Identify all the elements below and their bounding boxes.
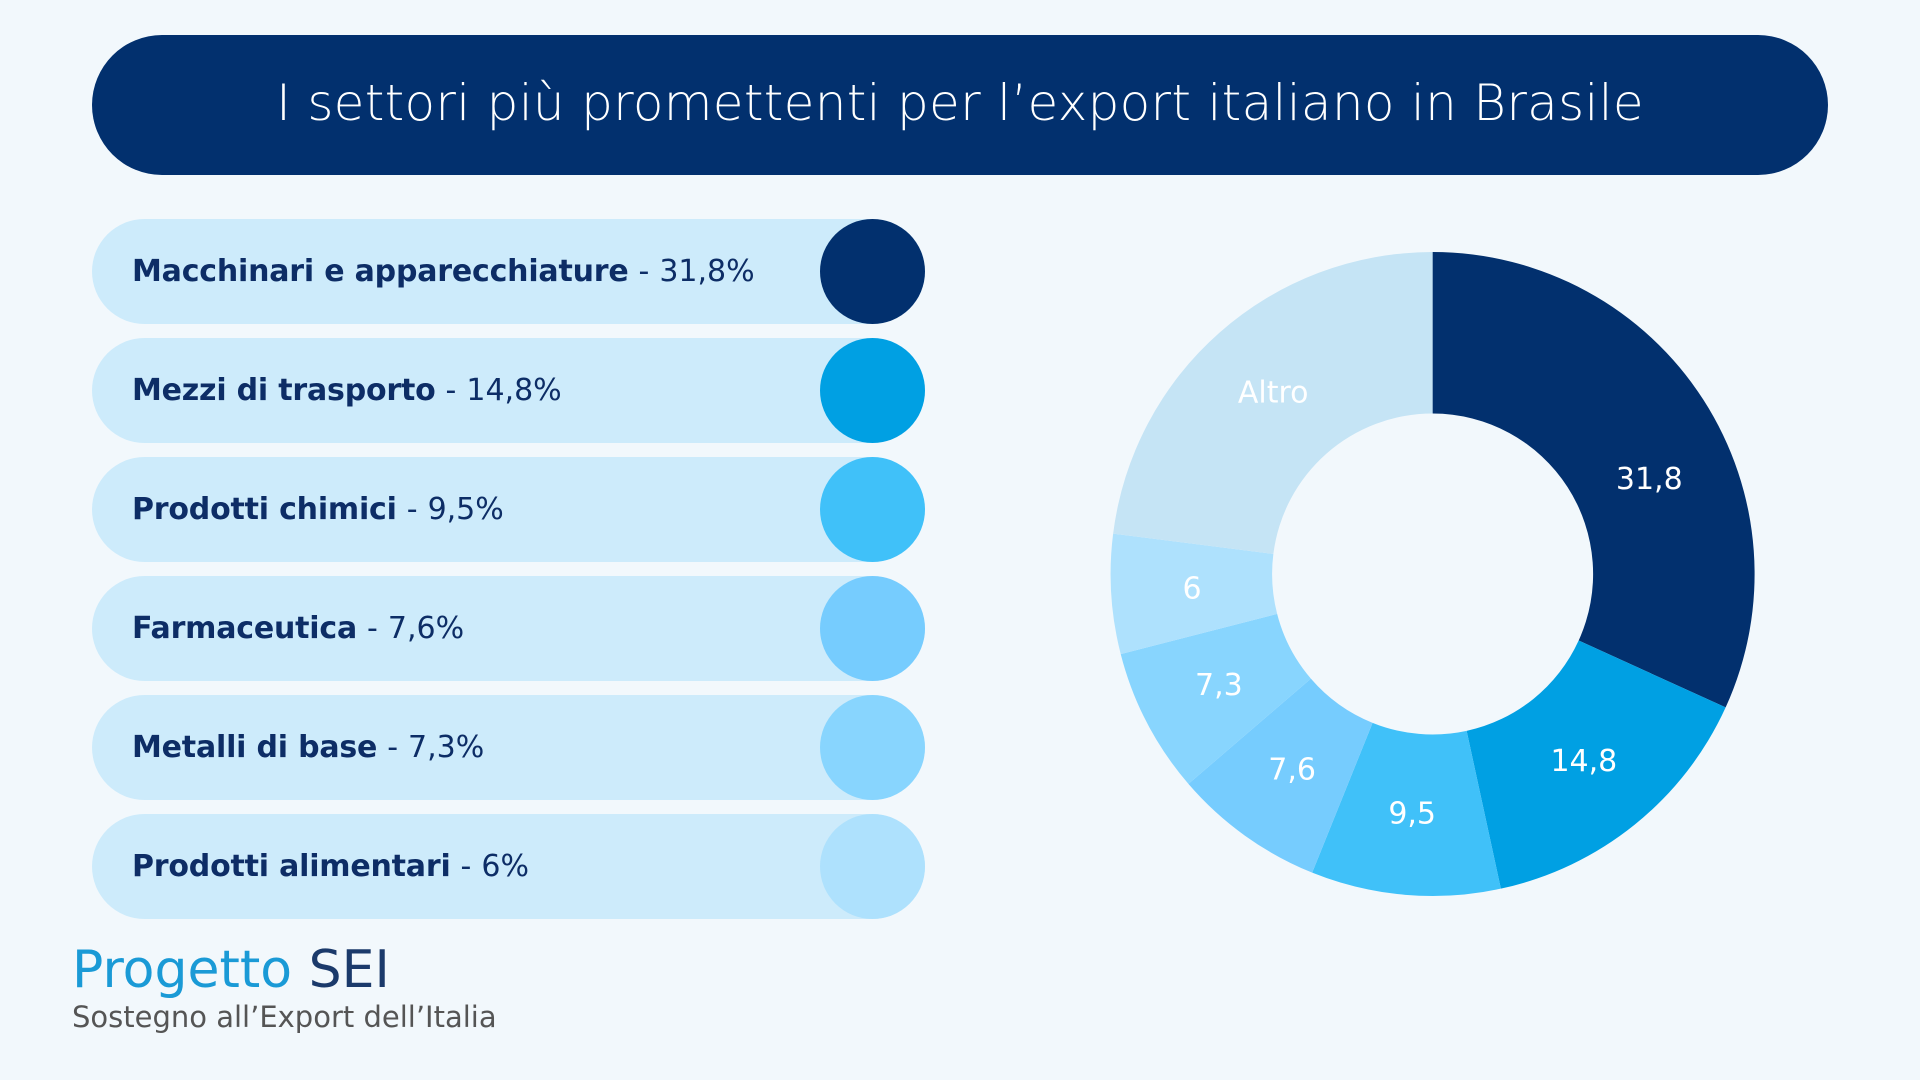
donut-slice-31-8: [1432, 252, 1755, 708]
brand-name-light: Progetto: [72, 940, 293, 1000]
donut-slice-6: [1110, 533, 1278, 655]
legend-item-separator: -: [460, 849, 472, 884]
legend-color-dot: [820, 219, 925, 324]
legend-item: Metalli di base - 7,3%: [92, 695, 925, 800]
donut-slice-altro: [1113, 252, 1433, 554]
donut-slice-9-5: [1312, 722, 1501, 896]
donut-slice-7-6: [1188, 678, 1373, 873]
legend-item-separator: -: [445, 373, 457, 408]
legend-item-separator: -: [638, 254, 650, 289]
legend-item-value: 14,8%: [466, 373, 562, 408]
title-banner: I settori più promettenti per l’export i…: [92, 35, 1828, 175]
legend-item-separator: -: [406, 492, 418, 527]
brand-name-bold: SEI: [308, 940, 390, 1000]
legend-item-value: 31,8%: [659, 254, 755, 289]
legend-item: Prodotti chimici - 9,5%: [92, 457, 925, 562]
legend-item-label: Prodotti alimentari: [132, 849, 451, 884]
legend-color-dot: [820, 695, 925, 800]
legend-color-dot: [820, 457, 925, 562]
brand-name: Progetto SEI: [72, 940, 497, 1000]
legend-item-label: Mezzi di trasporto: [132, 373, 436, 408]
legend-item-separator: -: [387, 730, 399, 765]
page-title: I settori più promettenti per l’export i…: [276, 74, 1644, 132]
legend-item-value: 7,6%: [387, 611, 465, 646]
legend-color-dot: [820, 576, 925, 681]
legend-item: Mezzi di trasporto - 14,8%: [92, 338, 925, 443]
legend-item-value: 7,3%: [408, 730, 485, 765]
donut-slice-14-8: [1466, 640, 1726, 889]
legend-item-label: Farmaceutica: [132, 611, 358, 646]
donut-slice-7-3: [1120, 613, 1311, 784]
legend-item: Farmaceutica - 7,6%: [92, 576, 925, 681]
legend-item-label: Prodotti chimici: [132, 492, 397, 527]
brand-tagline: Sostegno all’Export dell’Italia: [72, 1000, 497, 1034]
legend-item-label: Macchinari e apparecchiature: [132, 254, 629, 289]
legend-item-label: Metalli di base: [132, 730, 378, 765]
legend-color-dot: [820, 338, 925, 443]
legend-item: Macchinari e apparecchiature - 31,8%: [92, 219, 925, 324]
legend-item-separator: -: [367, 611, 378, 646]
legend-item-value: 6%: [481, 849, 529, 884]
legend-item-value: 9,5%: [427, 492, 504, 527]
legend-item: Prodotti alimentari - 6%: [92, 814, 925, 919]
legend-color-dot: [820, 814, 925, 919]
footer-logo: Progetto SEI Sostegno all’Export dell’It…: [72, 940, 497, 1034]
